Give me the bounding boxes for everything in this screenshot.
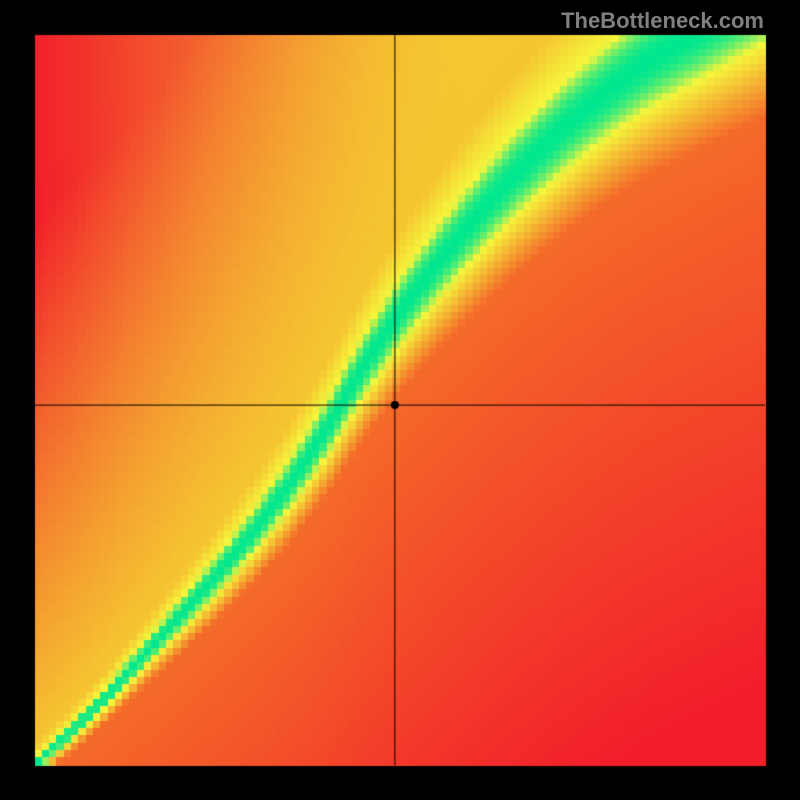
watermark-text: TheBottleneck.com bbox=[561, 8, 764, 34]
chart-container: TheBottleneck.com bbox=[0, 0, 800, 800]
bottleneck-heatmap bbox=[0, 0, 800, 800]
